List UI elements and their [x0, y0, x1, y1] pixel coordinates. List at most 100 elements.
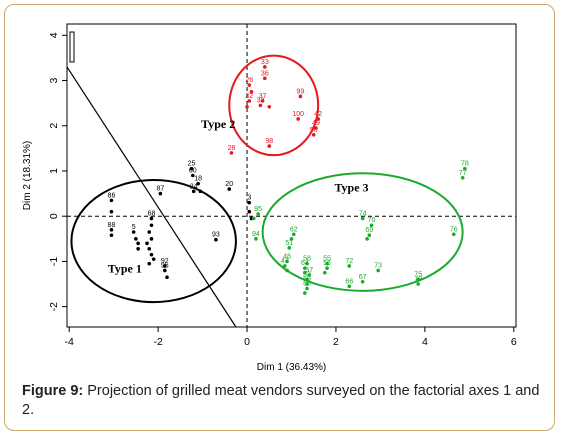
data-point — [451, 232, 456, 237]
data-point — [256, 212, 260, 216]
data-point — [149, 252, 154, 257]
x-axis-label: Dim 1 (36.43%) — [257, 362, 326, 373]
x-tick-label: -2 — [153, 336, 162, 348]
point-label: 47 — [281, 258, 289, 265]
point-label: 62 — [290, 226, 298, 233]
data-point — [365, 237, 369, 241]
data-point — [314, 126, 318, 130]
data-point — [347, 284, 352, 289]
data-point — [158, 191, 163, 196]
data-point — [147, 261, 152, 266]
point-label: 3 — [247, 195, 251, 202]
y-tick-label: 1 — [48, 168, 60, 174]
point-label: 57 — [305, 267, 313, 274]
corner-marker — [69, 31, 75, 63]
data-point — [191, 173, 195, 178]
point-label: 38 — [256, 97, 264, 104]
y-tick-label: 2 — [48, 123, 60, 129]
data-point — [305, 286, 309, 291]
data-point — [283, 264, 287, 268]
data-point — [229, 151, 234, 155]
point-label: 36 — [261, 70, 269, 77]
point-label: 76 — [450, 226, 458, 233]
data-point — [285, 259, 289, 264]
x-tick-label: 6 — [511, 336, 517, 348]
ellipse-type-1 — [70, 179, 237, 304]
point-label: 26 — [245, 77, 253, 84]
x-tick-label: 0 — [244, 336, 250, 348]
x-tick-label: -4 — [65, 336, 74, 348]
point-label: 50 — [310, 127, 318, 134]
data-point — [325, 261, 329, 266]
point-label: 52 — [303, 272, 311, 279]
point-label: 20 — [225, 181, 233, 188]
point-label: 48 — [283, 253, 291, 260]
data-point — [149, 237, 154, 241]
separator-line — [66, 66, 237, 328]
point-label: 69 — [365, 227, 373, 234]
point-label: 55 — [323, 256, 331, 263]
data-point — [287, 246, 292, 250]
data-point — [416, 277, 420, 282]
point-label: 64 — [301, 260, 309, 267]
data-point — [247, 209, 252, 214]
point-label: 25 — [188, 161, 196, 168]
data-point — [360, 279, 365, 284]
point-label: 92 — [161, 258, 169, 265]
data-point — [296, 117, 300, 121]
data-point — [147, 246, 152, 251]
point-label: 56 — [323, 260, 331, 267]
y-tick-label: 4 — [48, 32, 60, 38]
data-point — [131, 230, 136, 234]
point-label: 5 — [132, 224, 136, 231]
data-point — [347, 264, 352, 268]
data-point — [460, 175, 465, 180]
point-label: 32 — [245, 93, 253, 100]
point-label: 68 — [148, 210, 156, 217]
point-label: 33 — [261, 59, 269, 66]
data-point — [307, 273, 312, 277]
point-label: 78 — [461, 161, 469, 168]
point-label: 72 — [345, 258, 353, 265]
data-point — [267, 144, 272, 148]
point-label: 28 — [228, 145, 236, 152]
data-point — [303, 266, 307, 271]
data-point — [214, 237, 218, 242]
data-point — [163, 264, 167, 268]
data-point — [109, 209, 114, 214]
data-point — [325, 266, 329, 271]
point-label: 58 — [303, 256, 311, 263]
point-label: 60 — [303, 281, 311, 288]
data-point — [196, 181, 200, 186]
data-point — [289, 237, 294, 241]
x-tick-label: 2 — [333, 336, 339, 348]
data-point — [463, 166, 467, 171]
data-point — [369, 223, 374, 228]
data-point — [260, 99, 265, 103]
data-point — [109, 198, 114, 203]
figure-label: Figure 9: — [22, 383, 84, 399]
point-label: 77 — [459, 170, 467, 177]
point-label: 95 — [254, 206, 262, 213]
data-point — [291, 232, 296, 237]
data-point — [316, 117, 320, 121]
data-point — [247, 83, 252, 87]
figure-frame — [4, 4, 555, 431]
y-tick-label: -2 — [48, 302, 60, 311]
data-point — [136, 246, 140, 251]
point-label: 100 — [292, 111, 304, 118]
plot-box — [66, 23, 517, 328]
data-point — [109, 233, 114, 237]
y-tick-label: 0 — [48, 213, 60, 219]
data-point — [249, 90, 254, 94]
point-label: 87 — [156, 186, 164, 193]
point-label: 51 — [285, 240, 293, 247]
data-point — [303, 291, 307, 295]
data-point — [134, 237, 138, 241]
ellipse-type-2 — [228, 54, 320, 157]
point-label: 70 — [368, 217, 376, 224]
data-point — [227, 187, 232, 191]
data-point — [263, 65, 267, 69]
y-tick-label: 3 — [48, 77, 60, 83]
data-point — [258, 103, 263, 108]
